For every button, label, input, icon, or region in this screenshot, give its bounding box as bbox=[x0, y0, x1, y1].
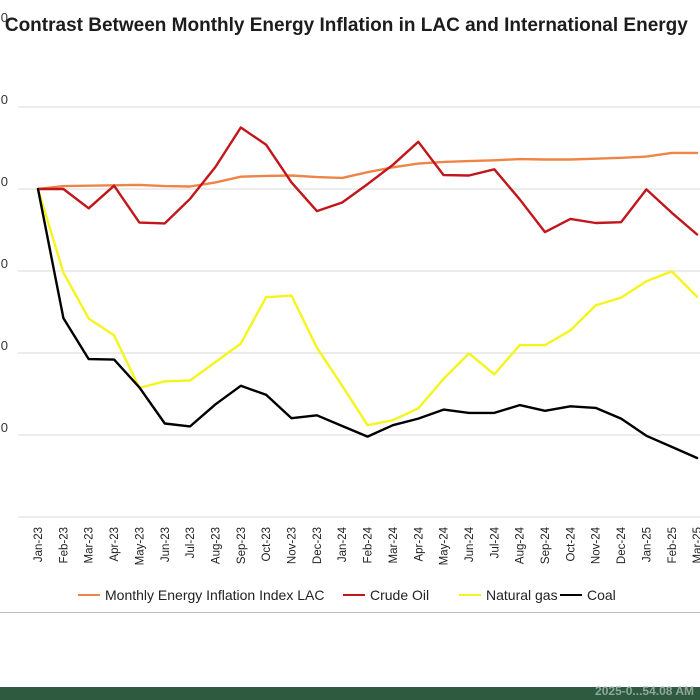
x-tick-label: Mar-23 bbox=[84, 527, 96, 563]
legend-swatch bbox=[560, 593, 582, 597]
x-tick-label: Mar-24 bbox=[388, 526, 400, 563]
gridlines bbox=[18, 106, 700, 518]
series-line-natural-gas bbox=[36, 187, 699, 427]
y-tick-label: 0 bbox=[1, 338, 8, 353]
x-tick-label: Aug-23 bbox=[210, 527, 222, 564]
legend-label: Monthly Energy Inflation Index LAC bbox=[105, 587, 325, 603]
x-tick-label: Oct-24 bbox=[565, 526, 577, 561]
x-tick-label: Sep-23 bbox=[236, 527, 248, 564]
legend-swatch bbox=[459, 593, 481, 597]
timestamp: 2025-0...54.08 AM bbox=[595, 684, 694, 698]
x-tick-label: Dec-23 bbox=[312, 527, 324, 564]
legend-item: Coal bbox=[560, 582, 616, 608]
x-tick-label: May-23 bbox=[134, 527, 146, 565]
legend-label: Coal bbox=[587, 587, 616, 603]
x-tick-label: Apr-24 bbox=[413, 526, 425, 561]
x-tick-label: Mar-25 bbox=[692, 527, 700, 563]
x-tick-label: May-24 bbox=[439, 526, 451, 565]
legend-item: Crude Oil bbox=[343, 582, 429, 608]
legend-item: Monthly Energy Inflation Index LAC bbox=[78, 582, 324, 608]
legend-label: Natural gas bbox=[486, 587, 558, 603]
legend-swatch bbox=[78, 593, 100, 597]
x-tick-label: Jan-23 bbox=[33, 527, 45, 562]
y-tick-label: 0 bbox=[1, 92, 8, 107]
legend: Monthly Energy Inflation Index LAC Crude … bbox=[0, 582, 700, 608]
x-tick-label: Jul-23 bbox=[185, 527, 197, 558]
x-tick-label: Sep-24 bbox=[540, 526, 552, 564]
y-tick-label: 0 bbox=[1, 174, 8, 189]
x-tick-label: Jan-24 bbox=[337, 526, 349, 562]
x-tick-label: Feb-25 bbox=[667, 527, 679, 563]
x-tick-label: Jun-23 bbox=[160, 527, 172, 562]
chart-frame-bottom bbox=[0, 612, 700, 613]
legend-item: Natural gas bbox=[459, 582, 558, 608]
x-tick-label: Jan-25 bbox=[641, 527, 653, 562]
x-tick-label: Nov-24 bbox=[591, 526, 603, 564]
legend-swatch bbox=[343, 593, 365, 597]
x-tick-label: Aug-24 bbox=[515, 526, 527, 564]
x-tick-label: Feb-23 bbox=[58, 527, 70, 563]
x-tick-label: Nov-23 bbox=[287, 527, 299, 564]
series-lines bbox=[36, 126, 699, 460]
y-axis-tick-labels: 0 0 0 0 0 0 bbox=[1, 10, 8, 435]
chart-title: 4 Contrast Between Monthly Energy Inflat… bbox=[0, 15, 688, 36]
x-tick-label: Jul-24 bbox=[489, 526, 501, 558]
x-tick-label: Feb-24 bbox=[363, 526, 375, 563]
series-line-monthly-energy-inflation-index-lac bbox=[36, 151, 699, 191]
x-tick-label: Jun-24 bbox=[464, 526, 476, 562]
x-axis-tick-labels: Jan-23 Feb-23 Mar-23 Apr-23 May-23 Jun-23 Jul-… bbox=[33, 526, 700, 565]
y-tick-label: 0 bbox=[1, 10, 8, 25]
x-tick-label: Dec-24 bbox=[616, 526, 628, 564]
legend-label: Crude Oil bbox=[370, 587, 430, 603]
y-tick-label: 0 bbox=[1, 420, 8, 435]
x-tick-label: Oct-23 bbox=[261, 527, 273, 562]
series-line-coal bbox=[36, 187, 699, 460]
series-line-crude-oil bbox=[36, 126, 699, 236]
bottom-strip: 2025-0...54.08 AM bbox=[0, 684, 700, 700]
y-tick-label: 0 bbox=[1, 256, 8, 271]
x-tick-label: Apr-23 bbox=[109, 527, 121, 562]
